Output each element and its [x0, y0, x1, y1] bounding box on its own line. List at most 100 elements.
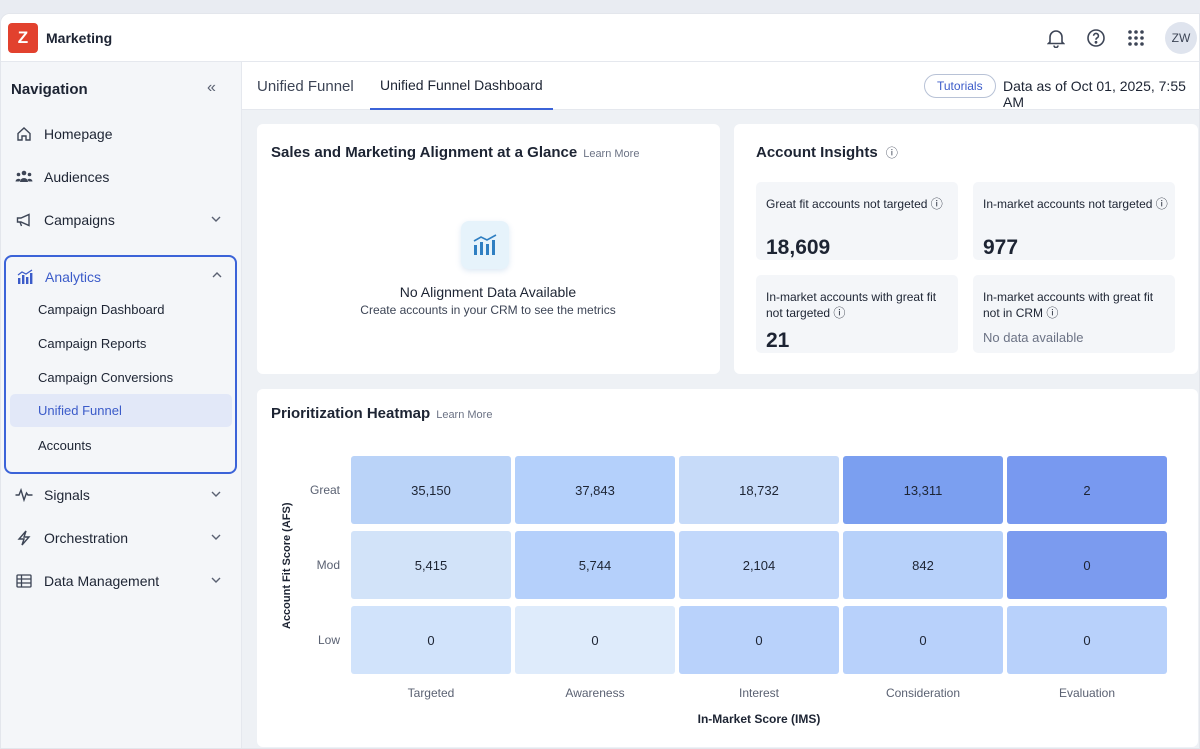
apps-grid-icon[interactable]	[1125, 27, 1147, 49]
heatmap-cell[interactable]: 5,744	[515, 531, 675, 599]
sidebar-item-audiences[interactable]: Audiences	[1, 156, 242, 198]
insight-tile: In-market accounts not targeted ⓘ 977	[973, 182, 1175, 260]
collapse-sidebar-icon[interactable]: «	[207, 79, 216, 96]
sidebar-item-analytics[interactable]: Analytics	[6, 257, 235, 297]
insight-value: 977	[983, 236, 1019, 259]
home-icon	[15, 125, 33, 143]
heatmap-title: Prioritization Heatmap	[271, 405, 431, 422]
sidebar-subitem-accounts[interactable]: Accounts	[38, 438, 92, 453]
tab-bar: Unified Funnel Unified Funnel Dashboard …	[242, 62, 1199, 110]
sidebar-subitem-campaign-dashboard[interactable]: Campaign Dashboard	[38, 302, 165, 317]
heatmap-cell[interactable]: 0	[679, 606, 839, 674]
heatmap-cell[interactable]: 842	[843, 531, 1003, 599]
chevron-down-icon[interactable]	[209, 487, 223, 504]
heatmap-column-label: Targeted	[407, 686, 455, 700]
heatmap-cell[interactable]: 0	[1007, 531, 1167, 599]
insight-value: No data available	[983, 330, 1084, 345]
sidebar-item-label: Orchestration	[44, 530, 129, 546]
app-logo[interactable]: Z	[8, 22, 38, 53]
pulse-icon	[15, 486, 33, 504]
tutorials-button[interactable]: Tutorials	[924, 74, 996, 98]
insight-tile: In-market accounts with great fit not ta…	[756, 275, 958, 353]
chevron-down-icon[interactable]	[209, 530, 223, 547]
chart-placeholder-icon	[461, 221, 509, 269]
heatmap-row-label: Great	[309, 483, 340, 497]
analytics-section: Analytics Campaign Dashboard Campaign Re…	[4, 255, 237, 474]
chevron-down-icon[interactable]	[209, 212, 223, 229]
heatmap-cell[interactable]: 0	[351, 606, 511, 674]
sidebar-item-label: Analytics	[45, 269, 102, 285]
sidebar-item-signals[interactable]: Signals	[1, 474, 242, 516]
empty-state-subtitle: Create accounts in your CRM to see the m…	[360, 303, 616, 317]
heatmap-cell[interactable]: 2,104	[679, 531, 839, 599]
account-insights-title: Account Insights	[756, 144, 878, 161]
sidebar-item-label: Data Management	[44, 573, 160, 589]
sidebar-heading: Navigation	[11, 81, 88, 98]
main-content: Unified Funnel Unified Funnel Dashboard …	[242, 62, 1199, 748]
sidebar-item-campaigns[interactable]: Campaigns	[1, 199, 242, 241]
bell-icon[interactable]	[1045, 27, 1067, 49]
insight-label: Great fit accounts not targeted ⓘ	[766, 197, 943, 211]
heatmap-column-label: Evaluation	[1058, 686, 1116, 700]
sidebar-item-data-management[interactable]: Data Management	[1, 560, 242, 602]
heatmap-row-label: Low	[317, 633, 340, 647]
insight-tile: In-market accounts with great fit not in…	[973, 275, 1175, 353]
sidebar-item-orchestration[interactable]: Orchestration	[1, 517, 242, 559]
insight-value: 21	[766, 329, 790, 352]
heatmap-cell[interactable]: 0	[1007, 606, 1167, 674]
info-icon[interactable]: ⓘ	[1046, 306, 1059, 320]
learn-more-link[interactable]: Learn More	[436, 409, 493, 421]
app-window: Z Marketing ZW Navigation « Homepage Aud…	[0, 13, 1200, 749]
insight-tile: Great fit accounts not targeted ⓘ 18,609	[756, 182, 958, 260]
heatmap-cell[interactable]: 35,150	[351, 456, 511, 524]
heatmap-column-label: Interest	[738, 686, 780, 700]
data-timestamp: Data as of Oct 01, 2025, 7:55 AM	[1003, 78, 1186, 110]
heatmap-title-row: Prioritization Heatmap Learn More	[271, 405, 492, 422]
heatmap-cell[interactable]: 5,415	[351, 531, 511, 599]
heatmap-cell[interactable]: 0	[843, 606, 1003, 674]
chevron-up-icon[interactable]	[210, 268, 224, 285]
heatmap-cell[interactable]: 37,843	[515, 456, 675, 524]
info-icon[interactable]: ⓘ	[833, 306, 846, 320]
header-actions: ZW	[1045, 14, 1199, 62]
heatmap-column-label: Consideration	[885, 686, 961, 700]
tab-unified-funnel-dashboard[interactable]: Unified Funnel Dashboard	[370, 62, 553, 110]
breadcrumb-section[interactable]: Unified Funnel	[257, 78, 354, 95]
megaphone-icon	[15, 211, 33, 229]
sidebar-subitem-campaign-reports[interactable]: Campaign Reports	[38, 336, 147, 351]
sidebar-item-homepage[interactable]: Homepage	[1, 113, 242, 155]
learn-more-link[interactable]: Learn More	[583, 148, 640, 160]
sidebar-subitem-unified-funnel[interactable]: Unified Funnel	[10, 394, 232, 427]
sidebar-item-label: Audiences	[44, 169, 110, 185]
app-name: Marketing	[46, 29, 113, 46]
insight-label: In-market accounts with great fit not in…	[983, 290, 1154, 320]
info-icon[interactable]: ⓘ	[885, 146, 898, 160]
heatmap-cell[interactable]: 13,311	[843, 456, 1003, 524]
insight-label: In-market accounts not targeted ⓘ	[983, 197, 1168, 211]
account-insights-card: Account Insights ⓘ Great fit accounts no…	[734, 124, 1198, 374]
info-icon[interactable]: ⓘ	[930, 197, 943, 211]
sidebar: Navigation « Homepage Audiences Campaign…	[1, 62, 242, 748]
alignment-title-row: Sales and Marketing Alignment at a Glanc…	[271, 144, 639, 161]
heatmap-cell[interactable]: 2	[1007, 456, 1167, 524]
bolt-icon	[15, 529, 33, 547]
users-icon	[15, 168, 33, 186]
empty-state-title: No Alignment Data Available	[399, 284, 577, 300]
info-icon[interactable]: ⓘ	[1155, 197, 1168, 211]
heatmap-column-label: Awareness	[565, 686, 625, 700]
top-bar: Z Marketing ZW	[1, 14, 1199, 62]
heatmap-card: Prioritization Heatmap Learn More Account…	[257, 389, 1198, 747]
heatmap-cell[interactable]: 0	[515, 606, 675, 674]
analytics-icon	[16, 268, 34, 286]
help-icon[interactable]	[1085, 27, 1107, 49]
sidebar-subitem-campaign-conversions[interactable]: Campaign Conversions	[38, 370, 174, 385]
alignment-title: Sales and Marketing Alignment at a Glanc…	[271, 144, 578, 161]
alignment-card: Sales and Marketing Alignment at a Glanc…	[257, 124, 720, 374]
insight-label: In-market accounts with great fit not ta…	[766, 290, 937, 320]
avatar[interactable]: ZW	[1165, 22, 1197, 54]
sidebar-item-label: Homepage	[44, 126, 113, 142]
account-insights-title-row: Account Insights ⓘ	[756, 144, 898, 161]
chevron-down-icon[interactable]	[209, 573, 223, 590]
sidebar-item-label: Signals	[44, 487, 90, 503]
heatmap-cell[interactable]: 18,732	[679, 456, 839, 524]
